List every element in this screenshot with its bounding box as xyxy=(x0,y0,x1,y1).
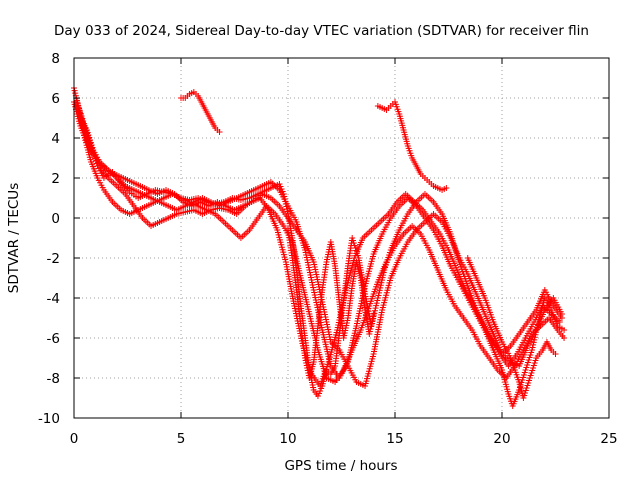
data-point xyxy=(374,297,381,304)
data-point xyxy=(71,87,78,94)
data-point xyxy=(371,307,378,314)
x-tick-label: 15 xyxy=(386,431,403,447)
axis-ticks: 0 5 10 15 20 25 -10 -8 -6 -4 -2 0 2 4 6 8 xyxy=(38,51,618,447)
chart-title: Day 033 of 2024, Sidereal Day-to-day VTE… xyxy=(54,23,589,39)
x-tick-label: 5 xyxy=(177,431,186,447)
grid xyxy=(74,58,609,418)
y-tick-label: 2 xyxy=(51,171,60,187)
data-point xyxy=(558,315,565,321)
data-point xyxy=(552,351,559,357)
y-tick-label: 8 xyxy=(51,51,60,67)
y-tick-label: -4 xyxy=(47,291,60,307)
data-point xyxy=(372,305,379,312)
series-track-e xyxy=(71,99,565,381)
y-tick-label: -8 xyxy=(47,371,60,387)
series-track-i xyxy=(464,255,559,401)
y-tick-label: 0 xyxy=(51,211,60,227)
x-tick-label: 10 xyxy=(279,431,296,447)
x-axis-label: GPS time / hours xyxy=(284,458,397,474)
data-point xyxy=(561,335,568,341)
data-point xyxy=(375,292,382,299)
data-point xyxy=(443,185,450,191)
x-tick-label: 0 xyxy=(70,431,79,447)
series-track-h xyxy=(285,227,377,381)
data-point xyxy=(378,279,385,286)
data-point xyxy=(530,341,537,348)
data-point xyxy=(373,300,380,307)
data-point xyxy=(556,319,563,325)
data-point xyxy=(561,327,568,333)
y-tick-label: -10 xyxy=(38,411,60,427)
data-point xyxy=(376,289,383,296)
data-series xyxy=(71,85,568,409)
data-point xyxy=(377,284,384,291)
data-point xyxy=(374,295,381,301)
y-tick-label: -2 xyxy=(47,251,60,267)
data-point xyxy=(216,129,223,135)
data-point xyxy=(377,282,384,289)
x-tick-label: 25 xyxy=(600,431,617,447)
y-tick-label: 6 xyxy=(51,91,60,107)
data-point xyxy=(371,310,378,317)
plot-frame xyxy=(73,57,610,419)
y-tick-label: 4 xyxy=(51,131,60,147)
data-point xyxy=(530,339,537,346)
series-track-g xyxy=(374,99,450,193)
data-point xyxy=(373,302,380,309)
data-point xyxy=(72,90,79,97)
series-track-f xyxy=(178,89,223,135)
y-axis-label: SDTVAR / TECUs xyxy=(6,183,22,293)
data-point xyxy=(529,344,536,351)
data-point xyxy=(528,347,535,353)
x-tick-label: 20 xyxy=(493,431,510,447)
data-point xyxy=(370,311,377,317)
data-point xyxy=(376,287,383,294)
y-tick-label: -6 xyxy=(47,331,60,347)
